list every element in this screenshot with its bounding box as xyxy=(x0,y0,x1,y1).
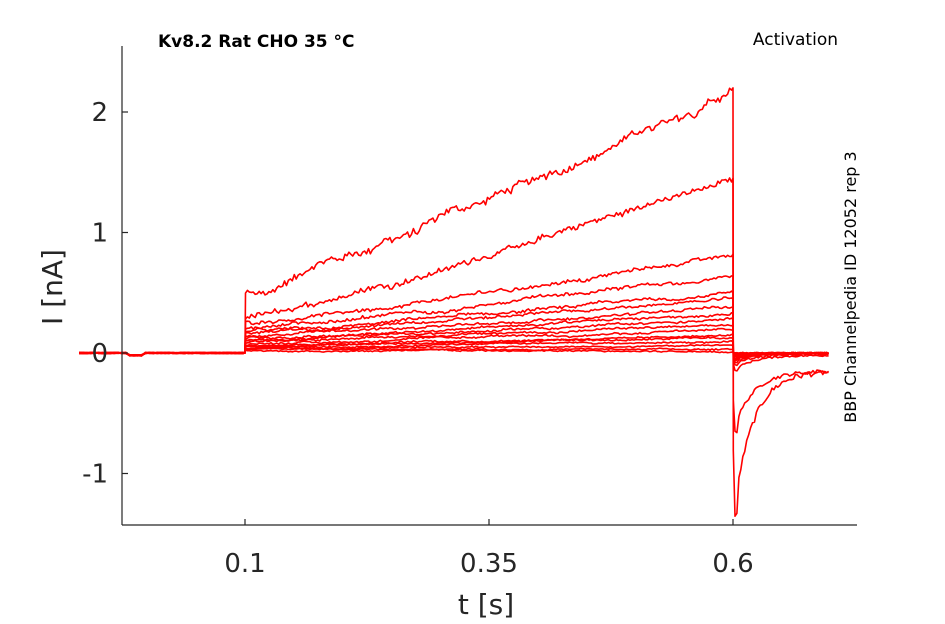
traces-group xyxy=(78,87,830,517)
current-trace-4 xyxy=(78,275,829,367)
current-trace-2 xyxy=(79,177,830,434)
chart-title: Kv8.2 Rat CHO 35 °C xyxy=(158,32,355,52)
current-trace-7 xyxy=(79,305,829,361)
current-trace-10 xyxy=(79,323,829,358)
x-tick-label: 0.1 xyxy=(224,549,265,579)
y-tick-label: 0 xyxy=(91,339,108,369)
current-trace-1 xyxy=(79,87,829,517)
x-axis-label: t [s] xyxy=(458,588,514,621)
side-label: BBP Channelpedia ID 12052 rep 3 xyxy=(841,151,860,422)
x-tick-label: 0.6 xyxy=(712,549,753,579)
y-tick-label: 2 xyxy=(91,98,108,128)
current-trace-17 xyxy=(79,348,829,357)
current-trace-6 xyxy=(78,296,829,362)
current-trace-11 xyxy=(79,327,829,357)
protocol-label: Activation xyxy=(753,30,838,50)
current-trace-15 xyxy=(79,344,829,357)
y-tick-label: -1 xyxy=(82,460,108,490)
current-trace-5 xyxy=(79,290,830,364)
y-tick-label: 1 xyxy=(91,219,108,249)
current-trace-16 xyxy=(79,347,830,357)
y-axis-label: I [nA] xyxy=(36,249,69,325)
x-axis-ticks: 0.1 0.35 0.6 xyxy=(224,519,754,579)
x-tick-label: 0.35 xyxy=(460,549,518,579)
current-trace-8 xyxy=(79,312,829,359)
current-trace-3 xyxy=(79,253,829,372)
y-axis-ticks: -1 0 1 2 xyxy=(82,98,128,490)
